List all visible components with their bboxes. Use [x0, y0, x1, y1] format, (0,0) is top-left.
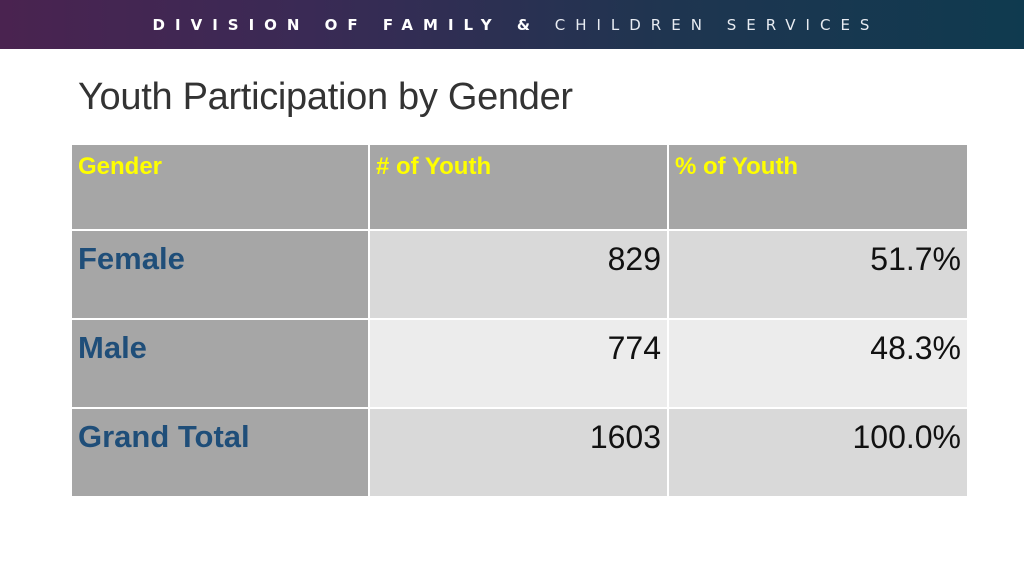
gender-cell: Grand Total [70, 407, 370, 498]
percent-cell: 48.3% [667, 318, 969, 409]
count-cell: 829 [368, 229, 669, 320]
organization-name-bold: DIVISION OF FAMILY & [152, 15, 540, 34]
gender-cell: Female [70, 229, 370, 320]
column-header-gender: Gender [70, 143, 370, 231]
table-row: Male 774 48.3% [70, 318, 969, 409]
slide-title: Youth Participation by Gender [78, 76, 573, 118]
gender-participation-table: Gender # of Youth % of Youth Female 829 … [70, 143, 969, 498]
organization-name: DIVISION OF FAMILY & CHILDREN SERVICES [153, 16, 880, 34]
column-header-percent: % of Youth [667, 143, 969, 231]
percent-cell: 100.0% [667, 407, 969, 498]
header-banner: DIVISION OF FAMILY & CHILDREN SERVICES [0, 0, 1024, 49]
table-row-total: Grand Total 1603 100.0% [70, 407, 969, 498]
column-header-count: # of Youth [368, 143, 669, 231]
organization-name-light: CHILDREN SERVICES [554, 15, 880, 34]
count-cell: 1603 [368, 407, 669, 498]
table-header-row: Gender # of Youth % of Youth [70, 143, 969, 231]
percent-cell: 51.7% [667, 229, 969, 320]
gender-cell: Male [70, 318, 370, 409]
table-row: Female 829 51.7% [70, 229, 969, 320]
count-cell: 774 [368, 318, 669, 409]
